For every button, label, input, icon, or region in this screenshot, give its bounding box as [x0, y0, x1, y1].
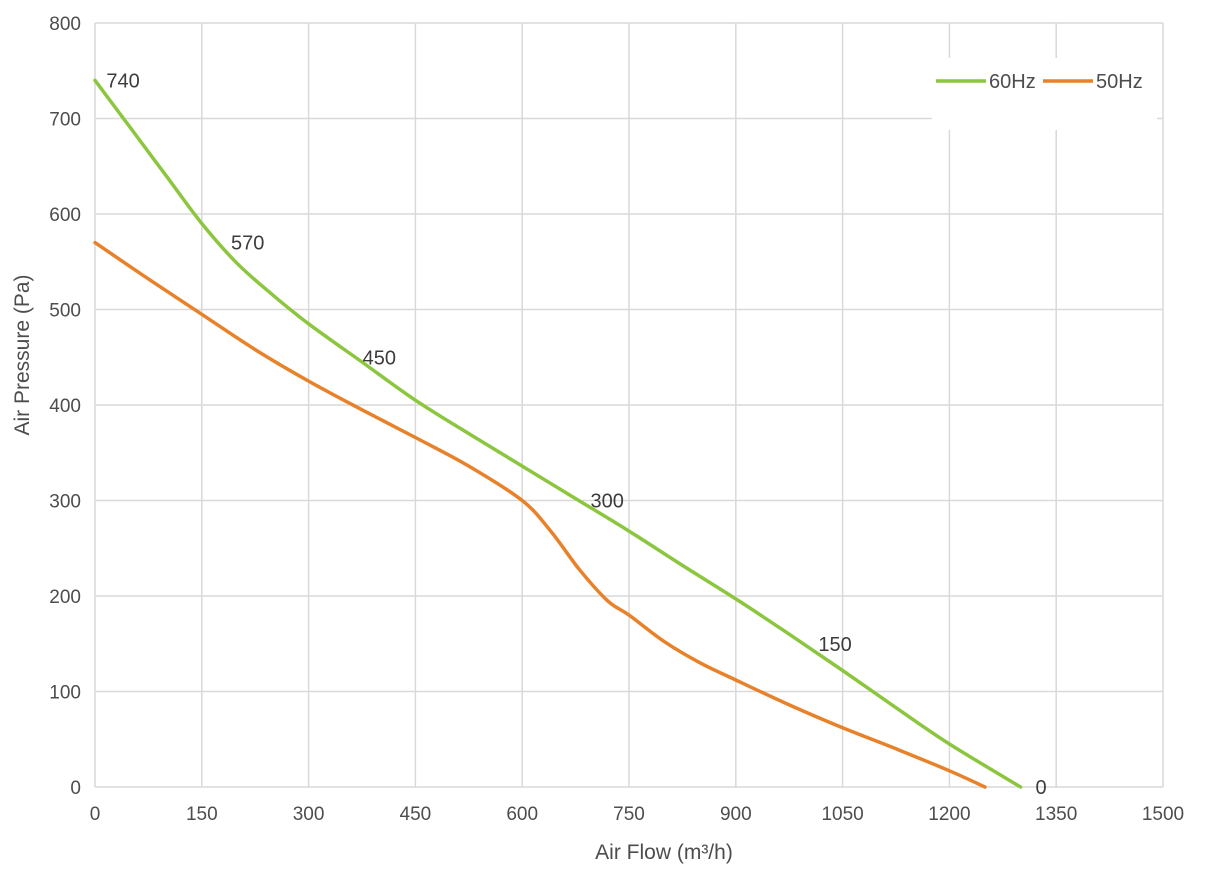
data-label: 0	[1036, 777, 1047, 799]
legend-background	[932, 58, 1157, 130]
data-label: 300	[591, 491, 624, 513]
data-label: 150	[818, 634, 851, 656]
y-tick-label: 200	[49, 587, 81, 608]
x-tick-label: 150	[186, 804, 218, 825]
y-axis-title: Air Pressure (Pa)	[11, 274, 34, 435]
x-tick-label: 1500	[1142, 804, 1184, 825]
series-layer	[93, 78, 1023, 789]
x-tick-label: 1050	[821, 804, 863, 825]
y-tick-label: 700	[49, 110, 81, 131]
x-axis-title: Air Flow (m³/h)	[595, 841, 733, 864]
series-line-50hz	[93, 240, 987, 789]
y-tick-label: 500	[49, 301, 81, 322]
x-tick-label: 300	[293, 804, 325, 825]
data-label: 740	[106, 70, 139, 92]
legend: 60Hz 50Hz	[932, 58, 1157, 130]
series-line-60hz	[93, 78, 1023, 789]
y-tick-label: 600	[49, 205, 81, 226]
legend-label: 60Hz	[989, 71, 1036, 93]
y-tick-label: 100	[49, 683, 81, 704]
x-tick-label: 600	[506, 804, 538, 825]
y-tick-label: 800	[49, 14, 81, 35]
y-tick-label: 0	[70, 778, 81, 799]
data-labels: 740 570 450 300 150 0	[106, 70, 1046, 799]
x-axis-ticks: 0 150 300 450 600 750 900 1050 1200 1350 1500	[90, 804, 1184, 825]
x-tick-label: 1200	[928, 804, 970, 825]
legend-label: 50Hz	[1096, 71, 1143, 93]
x-tick-label: 750	[613, 804, 645, 825]
data-label: 450	[363, 347, 396, 369]
x-tick-label: 450	[400, 804, 432, 825]
grid	[94, 22, 1164, 788]
data-label: 570	[231, 233, 264, 255]
y-tick-label: 400	[49, 396, 81, 417]
x-tick-label: 0	[90, 804, 101, 825]
y-axis-ticks: 0 100 200 300 400 500 600 700 800	[49, 14, 81, 799]
x-tick-label: 1350	[1035, 804, 1077, 825]
y-tick-label: 300	[49, 492, 81, 513]
x-tick-label: 900	[720, 804, 752, 825]
